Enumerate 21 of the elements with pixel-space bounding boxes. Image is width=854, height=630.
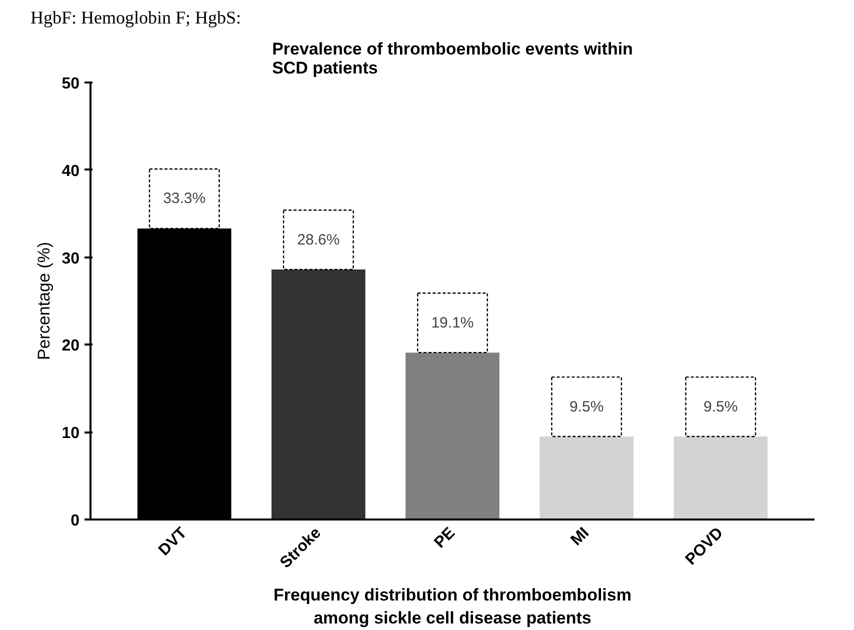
bar [406,352,500,520]
y-tick-label: 10 [62,425,80,442]
x-axis-title: Frequency distribution of thromboembolism among sickle cell disease patients [274,586,632,628]
bar [272,270,366,520]
data-label: 9.5% [704,398,738,416]
bar [540,436,634,520]
y-tick-label: 40 [62,162,80,180]
y-tick-label: 20 [62,338,80,355]
text: HgbF: Hemoglobin F; HgbS: [30,8,242,28]
chart-title: Prevalence of thromboembolic events within SCD patients [272,40,633,78]
y-axis-title: Percentage (%) [34,242,54,360]
x-tick-label: MI [568,524,593,550]
y-tick-label: 30 [62,250,80,268]
data-label: 33.3% [163,190,206,208]
y-tick-label: 0 [70,512,80,530]
y-tick-label: 50 [62,76,80,92]
data-label: 9.5% [569,398,604,416]
data-label: 28.6% [297,231,340,248]
x-tick-label: PE [431,524,459,552]
data-label: 19.1% [431,314,474,332]
bar [674,436,768,520]
